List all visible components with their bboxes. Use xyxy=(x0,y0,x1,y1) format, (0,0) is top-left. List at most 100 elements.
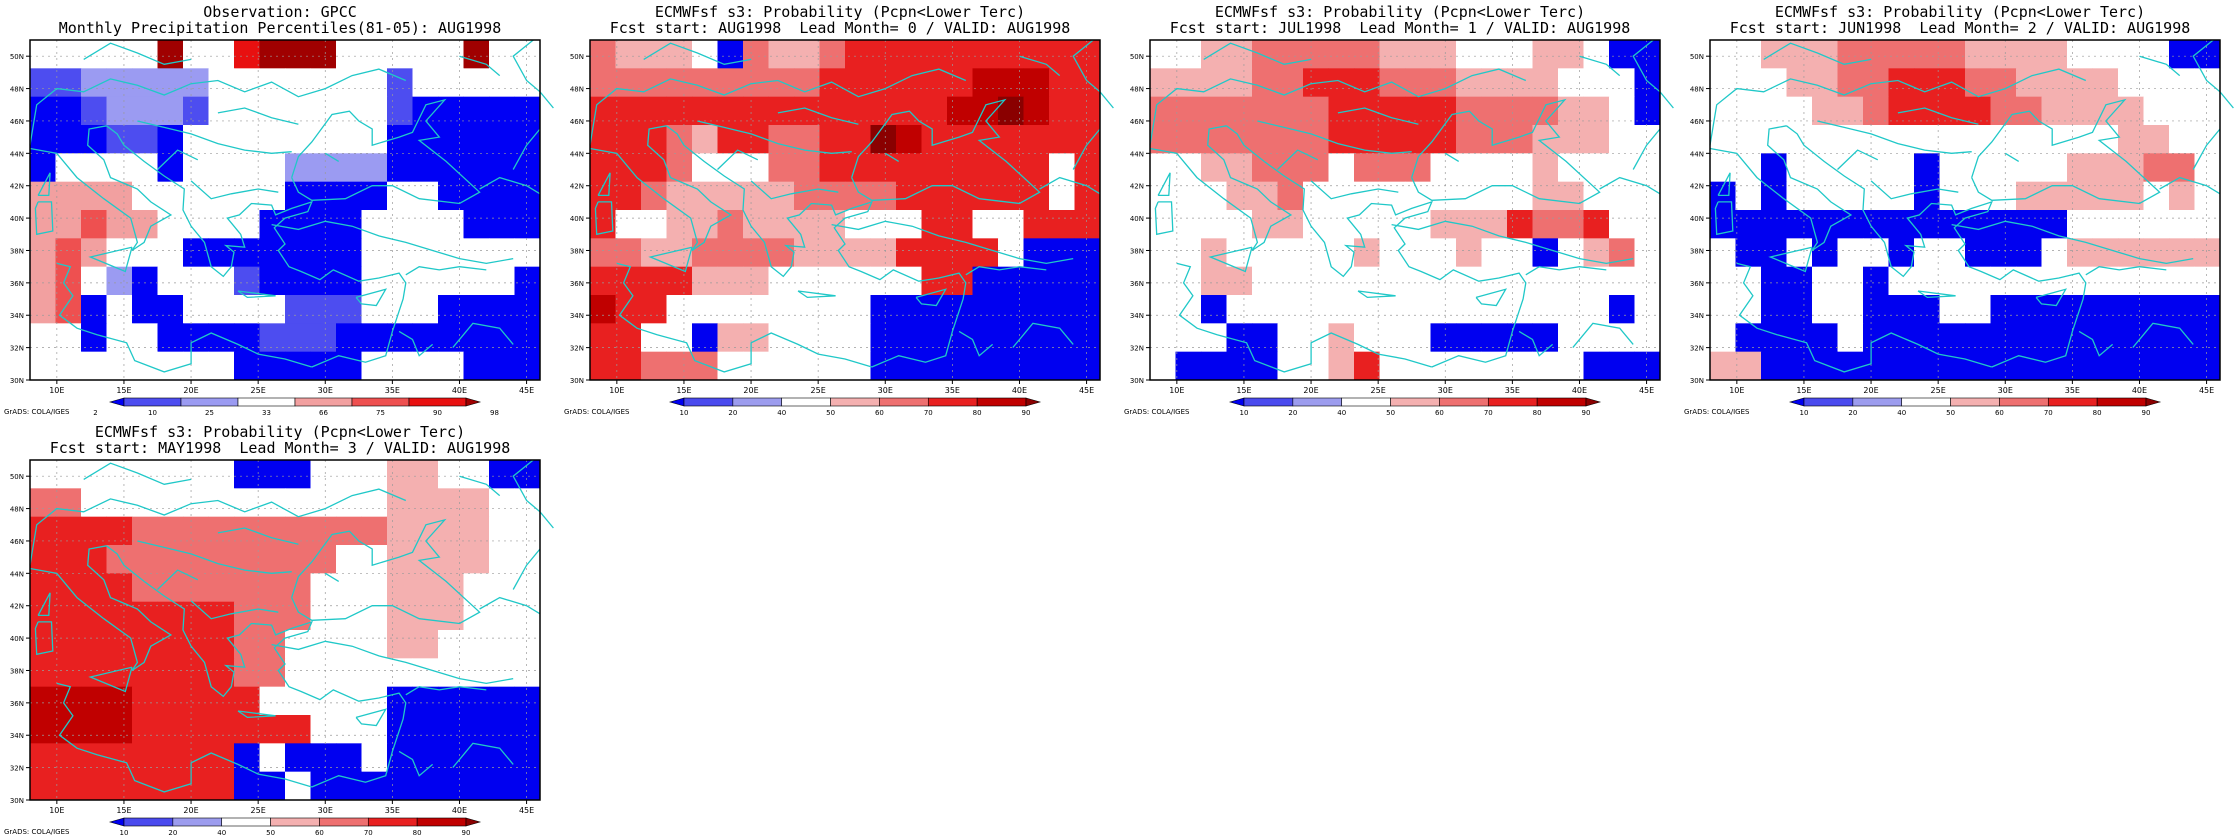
grid-cell xyxy=(55,295,82,324)
grid-cell xyxy=(1507,153,1533,183)
grads-credit: GrADS: COLA/IGES xyxy=(1124,408,1190,416)
grid-cell xyxy=(794,68,820,98)
coastlines xyxy=(1149,39,1674,373)
grid-cell xyxy=(947,181,973,211)
grid-cell xyxy=(2092,153,2119,183)
grid-cell xyxy=(514,630,541,659)
color-legend: 10 20 40 50 60 70 80 90 xyxy=(668,397,1042,417)
grid-cell xyxy=(717,96,744,126)
grid-cell xyxy=(947,68,973,98)
grid-cell xyxy=(1379,40,1406,69)
grid-cell xyxy=(361,460,388,489)
coastline xyxy=(2192,128,2221,170)
coastline xyxy=(589,125,733,252)
grid-cell xyxy=(259,686,286,716)
grid-cell xyxy=(463,573,490,603)
grid-cell xyxy=(1074,351,1101,381)
grid-cell xyxy=(361,96,388,126)
grid-cell xyxy=(1481,125,1508,154)
legend-label: 70 xyxy=(2044,409,2053,417)
coastline xyxy=(1391,220,1634,265)
grid-cell xyxy=(1456,68,1482,98)
grid-cell xyxy=(1939,40,1966,69)
coastline xyxy=(2139,55,2181,77)
grid-cell xyxy=(1532,351,1559,381)
grid-cell xyxy=(1735,125,1762,154)
grid-cell xyxy=(1049,40,1075,69)
grid-cell xyxy=(514,210,541,239)
grid-cell xyxy=(2016,153,2042,183)
grid-cell xyxy=(896,40,922,69)
grid-cell xyxy=(615,125,642,154)
grid-cell xyxy=(2194,210,2221,239)
grid-cell xyxy=(1150,238,1176,268)
grid-cell xyxy=(489,488,515,518)
grid-cell xyxy=(1888,266,1915,296)
grid-cell xyxy=(1074,266,1101,296)
grid-cell xyxy=(921,40,948,69)
grid-cell xyxy=(387,488,413,518)
grid-cell xyxy=(310,715,337,744)
grid-cell xyxy=(1634,351,1661,381)
grid-cell xyxy=(2169,68,2195,98)
grid-cell xyxy=(768,295,795,324)
grid-cell xyxy=(2169,266,2195,296)
grid-cell xyxy=(1049,125,1075,154)
grid-cell xyxy=(157,153,184,183)
grid-cell xyxy=(412,181,439,211)
grid-cell xyxy=(1430,68,1457,98)
lat-tick-label: 30N xyxy=(1690,377,1704,385)
coastline xyxy=(459,55,501,77)
grid-cell xyxy=(2143,153,2170,183)
grid-cell xyxy=(641,181,667,211)
grid-cell xyxy=(30,153,56,183)
grid-cell xyxy=(1507,238,1533,268)
grid-cell xyxy=(183,266,209,296)
grid-cell xyxy=(1252,125,1278,154)
grid-cell xyxy=(55,210,82,239)
grid-cell xyxy=(743,351,769,381)
coastline xyxy=(1226,125,1527,368)
grid-cell xyxy=(259,40,286,69)
grid-cell xyxy=(2169,210,2195,239)
grid-cell xyxy=(717,266,744,296)
lat-tick-label: 30N xyxy=(10,377,24,385)
grid-cell xyxy=(463,771,490,801)
coastline xyxy=(1310,180,1399,200)
grid-cell xyxy=(2092,351,2119,381)
grid-cell xyxy=(692,351,718,381)
grid-cell xyxy=(2118,266,2144,296)
grid-cell xyxy=(463,125,490,154)
grid-cell xyxy=(1201,351,1227,381)
legend-label: 90 xyxy=(462,829,471,837)
grid-cell xyxy=(1634,295,1661,324)
grid-cell xyxy=(514,266,541,296)
grid-cell xyxy=(2067,68,2093,98)
grid-cell xyxy=(972,323,999,353)
coastline xyxy=(1714,201,1734,236)
grid-cell xyxy=(157,323,184,353)
legend-swatch xyxy=(237,397,296,407)
coastline xyxy=(1257,120,1412,154)
grid-cell xyxy=(55,68,82,98)
grid-cell xyxy=(30,686,56,716)
grid-cell xyxy=(1532,238,1559,268)
grid-cell xyxy=(81,601,107,631)
grid-cell xyxy=(1609,295,1635,324)
grid-cell xyxy=(259,295,286,324)
coastline xyxy=(2035,288,2068,307)
grid-cell xyxy=(438,686,464,716)
grid-cell xyxy=(1405,40,1431,69)
grid-cell xyxy=(514,153,541,183)
grid-cell xyxy=(590,351,616,381)
grid-cell xyxy=(208,238,235,268)
grid-cell xyxy=(183,351,209,381)
grid-cell xyxy=(2118,295,2144,324)
grid-cell xyxy=(1965,181,1991,211)
grid-cell xyxy=(1532,266,1559,296)
grid-cell xyxy=(1175,295,1202,324)
grid-cell xyxy=(1939,153,1966,183)
grid-cell xyxy=(1354,351,1380,381)
lon-tick-label: 30E xyxy=(1998,386,2013,395)
lon-tick-label: 35E xyxy=(945,386,960,395)
